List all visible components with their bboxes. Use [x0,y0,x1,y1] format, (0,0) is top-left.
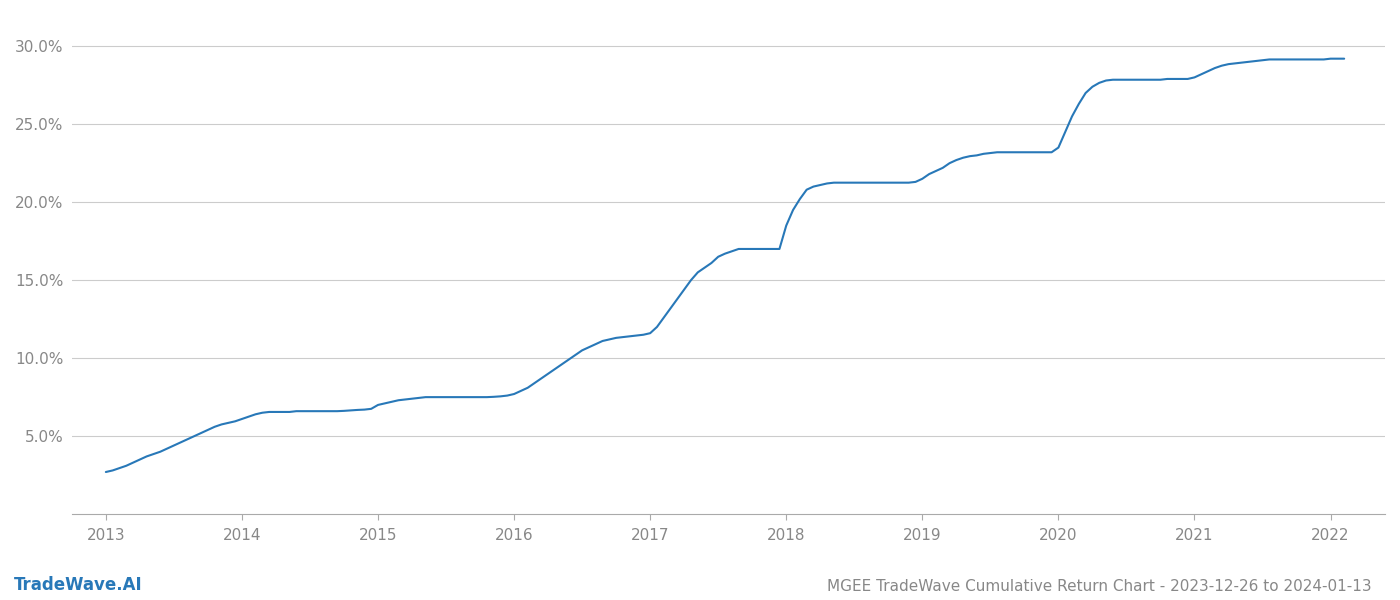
Text: TradeWave.AI: TradeWave.AI [14,576,143,594]
Text: MGEE TradeWave Cumulative Return Chart - 2023-12-26 to 2024-01-13: MGEE TradeWave Cumulative Return Chart -… [827,579,1372,594]
